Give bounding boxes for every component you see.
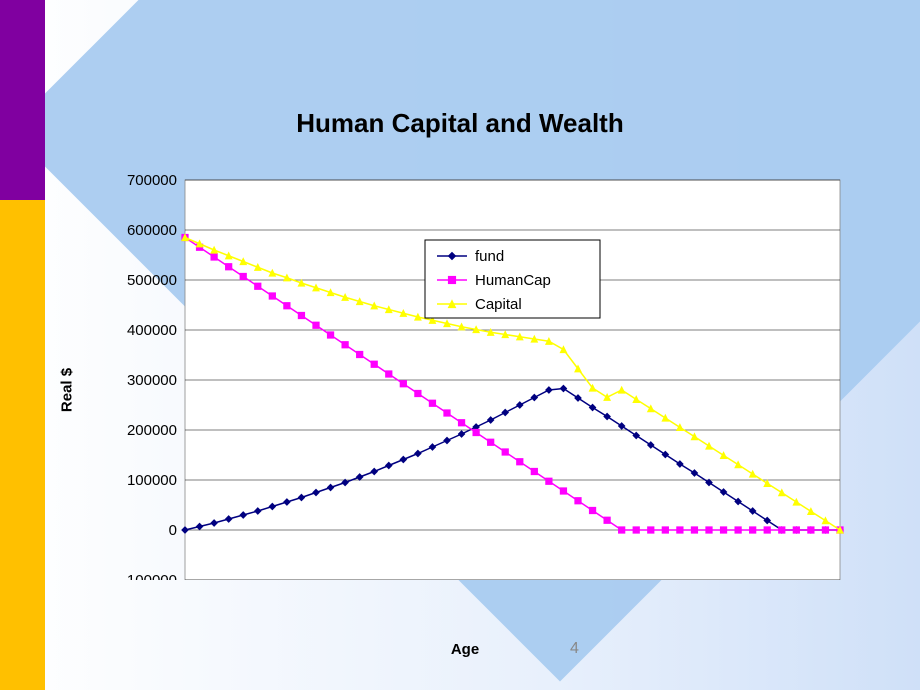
svg-text:-100000: -100000	[122, 572, 177, 580]
svg-text:fund: fund	[475, 248, 504, 265]
chart-area: Real $ -10000001000002000003000004000005…	[80, 170, 850, 610]
line-chart: -100000 0 100000 200000 300000 400000 500000 60…	[80, 170, 850, 580]
svg-text:HumanCap: HumanCap	[475, 272, 551, 289]
chart-title: Human Capital and Wealth	[0, 108, 920, 139]
y-axis-label: Real $	[59, 368, 76, 412]
svg-text:300000: 300000	[127, 372, 177, 389]
gold-sidebar	[0, 200, 45, 690]
page-number: 4	[570, 640, 579, 658]
svg-text:100000: 100000	[127, 472, 177, 489]
svg-text:200000: 200000	[127, 422, 177, 439]
svg-text:0: 0	[169, 522, 177, 539]
svg-text:600000: 600000	[127, 222, 177, 239]
svg-text:500000: 500000	[127, 272, 177, 289]
slide: Human Capital and Wealth Real $ -100000 0…	[0, 0, 920, 690]
svg-text:Capital: Capital	[475, 296, 522, 313]
svg-text:400000: 400000	[127, 322, 177, 339]
purple-sidebar	[0, 0, 45, 200]
x-axis-label: Age	[80, 641, 850, 658]
svg-text:700000: 700000	[127, 172, 177, 189]
